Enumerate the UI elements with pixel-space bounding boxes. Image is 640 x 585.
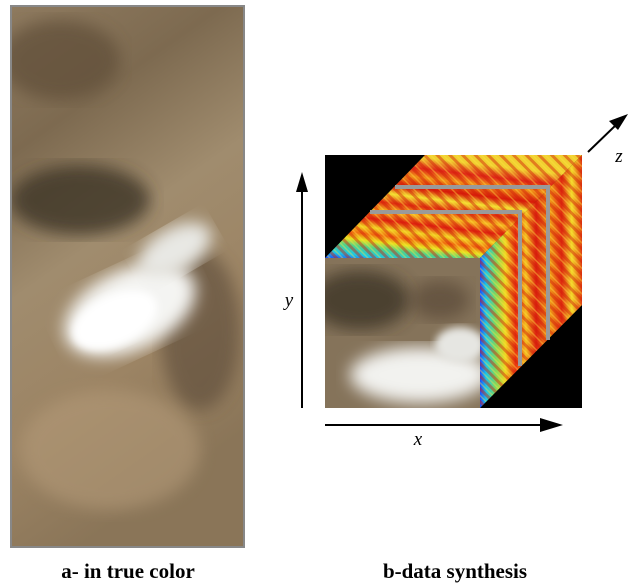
caption-right: b-data synthesis bbox=[383, 559, 527, 583]
terrain-light bbox=[20, 390, 200, 510]
z-axis-label: z bbox=[614, 146, 623, 167]
terrain-shadow bbox=[0, 20, 120, 100]
data-cube bbox=[310, 155, 582, 408]
true-color-image bbox=[0, 5, 245, 548]
figure: y x z a- in true color b-data synthesis bbox=[0, 0, 640, 585]
front-salt bbox=[435, 327, 485, 363]
y-arrowhead bbox=[296, 172, 308, 192]
caption-left: a- in true color bbox=[61, 559, 195, 583]
y-axis-label: y bbox=[283, 290, 294, 311]
z-axis bbox=[588, 124, 617, 152]
x-axis-label: x bbox=[413, 429, 423, 450]
page: {"captions": {"left": "a- in true color"… bbox=[0, 0, 640, 585]
cube-front-face bbox=[310, 258, 490, 408]
x-arrowhead bbox=[540, 418, 563, 432]
terrain-shadow bbox=[10, 165, 150, 235]
front-shadow bbox=[410, 280, 470, 320]
front-shadow bbox=[310, 270, 410, 330]
